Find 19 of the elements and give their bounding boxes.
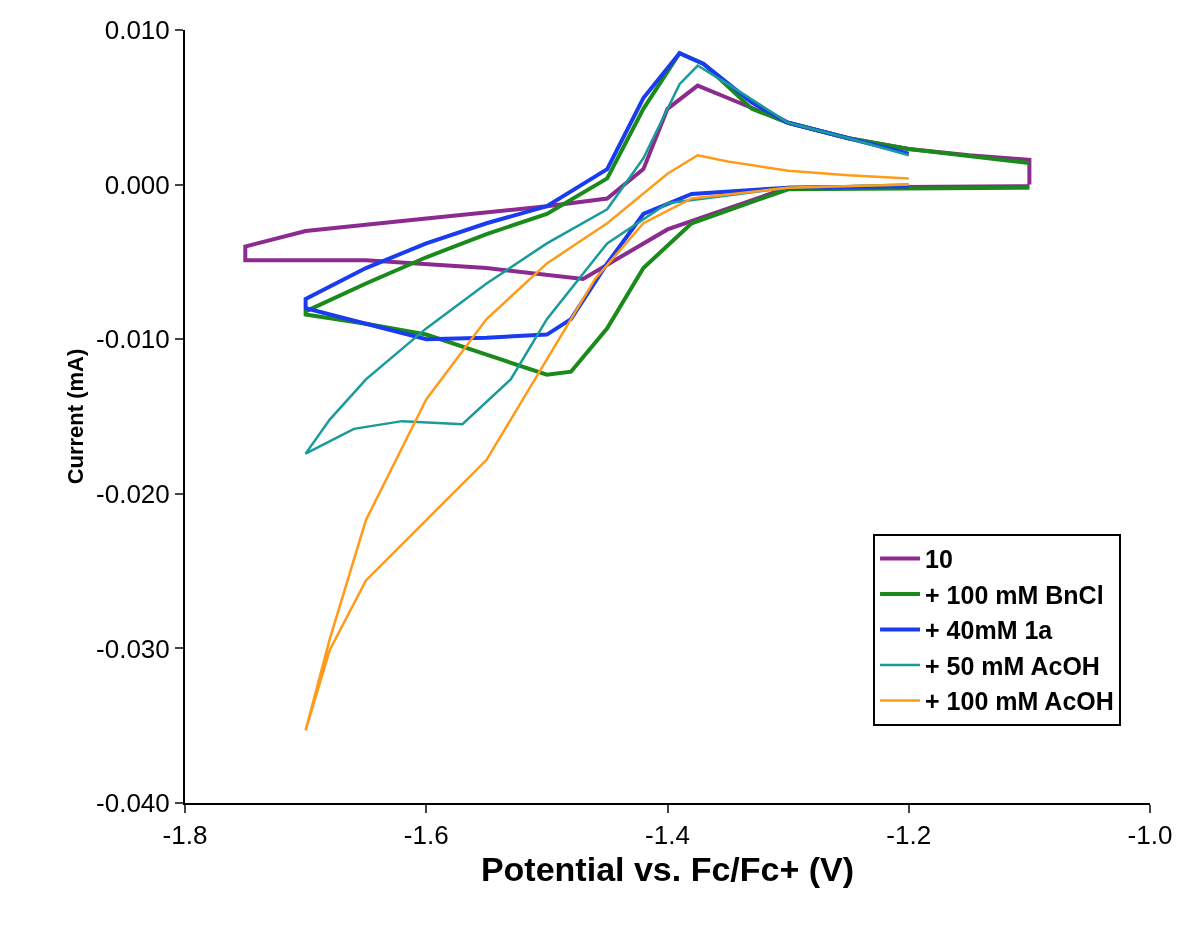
x-tick-label: -1.6: [403, 820, 449, 851]
y-tick-label: -0.010: [96, 324, 170, 355]
y-tick-label: -0.030: [96, 633, 170, 664]
y-tick-label: 0.010: [104, 15, 170, 46]
line-series: [304, 153, 910, 732]
x-axis-title: Potential vs. Fc/Fc+ (V): [480, 850, 855, 889]
x-tick-label: -1.2: [886, 820, 932, 851]
x-tick-label: -1.4: [645, 820, 690, 851]
legend-label: + 40mM 1a: [925, 616, 1054, 645]
y-tick-label: -0.040: [96, 788, 170, 819]
legend-label: + 50 mM AcOH: [925, 651, 1100, 680]
y-tick-label: -0.020: [96, 478, 170, 509]
legend-label: 10: [925, 545, 953, 574]
y-tick-label: 0.000: [104, 169, 170, 200]
legend-label: + 100 mM BnCl: [925, 580, 1104, 609]
y-axis-title: Current (mA): [63, 348, 89, 485]
x-tick-label: -1.0: [1127, 820, 1173, 851]
x-tick-label: -1.8: [162, 820, 208, 851]
legend-label: + 100 mM AcOH: [925, 687, 1114, 716]
